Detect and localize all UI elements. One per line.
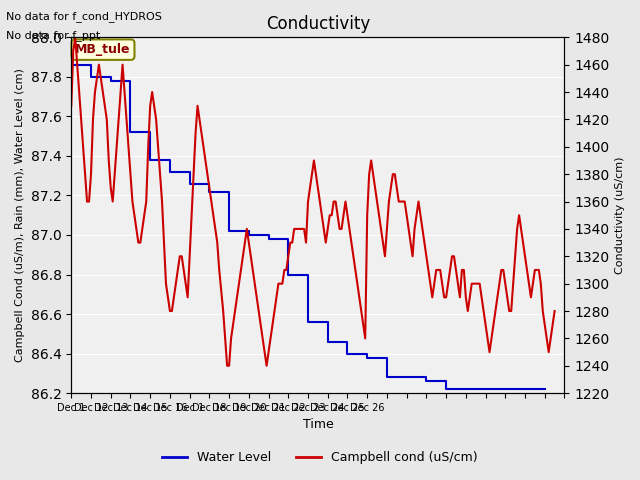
Legend: Water Level, Campbell cond (uS/cm): Water Level, Campbell cond (uS/cm) xyxy=(157,446,483,469)
X-axis label: Time: Time xyxy=(303,419,333,432)
Y-axis label: Conductivity (uS/cm): Conductivity (uS/cm) xyxy=(615,156,625,274)
Text: MB_tule: MB_tule xyxy=(76,43,131,56)
Y-axis label: Campbell Cond (uS/m), Rain (mm), Water Level (cm): Campbell Cond (uS/m), Rain (mm), Water L… xyxy=(15,68,25,362)
Text: No data for f_ppt: No data for f_ppt xyxy=(6,30,100,41)
Title: Conductivity: Conductivity xyxy=(266,15,370,33)
Text: No data for f_cond_HYDROS: No data for f_cond_HYDROS xyxy=(6,11,163,22)
